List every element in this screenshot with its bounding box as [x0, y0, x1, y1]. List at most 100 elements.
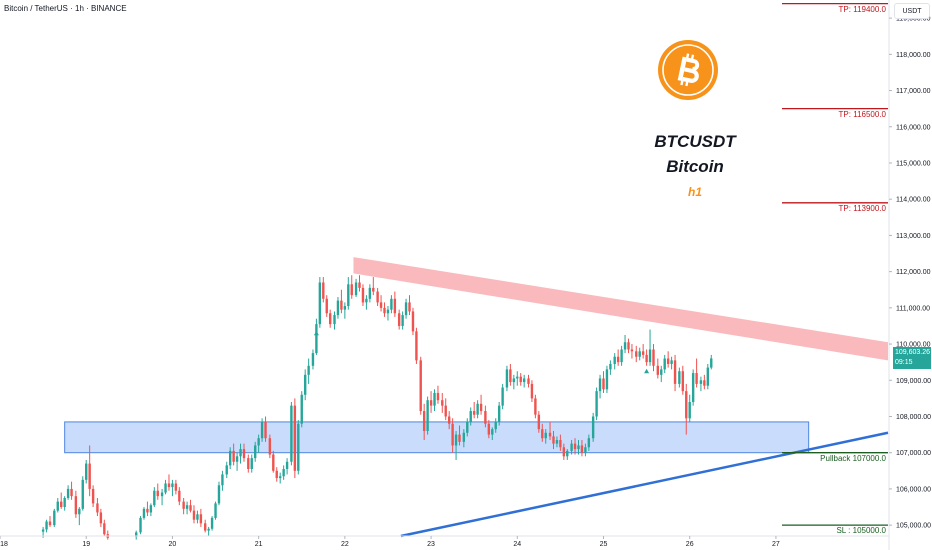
candle-body [185, 505, 189, 509]
candle-body [41, 529, 45, 532]
price-tick-label: 107,000.00 [896, 450, 931, 457]
candle-body [322, 282, 325, 299]
symbol-title[interactable]: Bitcoin / TetherUS · 1h · BINANCE [4, 4, 127, 13]
resistance-channel-layer [353, 257, 889, 361]
candle-body [228, 450, 232, 466]
candle-body [544, 432, 547, 439]
candle-body [242, 449, 246, 459]
support-trendline-layer [400, 431, 889, 538]
time-tick-label: 27 [772, 541, 780, 548]
candle-body [408, 302, 411, 312]
time-tick-label: 22 [341, 541, 349, 548]
candle-body [293, 405, 297, 471]
candle-body [555, 440, 559, 444]
candle-body [45, 521, 48, 530]
candle-body [307, 365, 310, 375]
candle-body [232, 450, 235, 462]
candle-body [350, 284, 353, 296]
candle-body [146, 508, 149, 513]
candle-body [171, 483, 174, 488]
currency-button[interactable]: USDT [894, 3, 930, 19]
level-label-pullback: Pullback 107000.0 [820, 453, 886, 463]
candle-body [85, 463, 88, 480]
candle-body [221, 474, 224, 486]
candle-body [56, 501, 59, 511]
candle-body [429, 400, 433, 406]
candle-body [670, 360, 673, 364]
candle-body [591, 416, 595, 439]
candle-body [139, 517, 142, 533]
candle-body [673, 360, 677, 384]
candle-body [199, 514, 203, 524]
candle-body [203, 523, 207, 531]
signal-marker-icon [644, 368, 650, 374]
candle-body [393, 298, 397, 314]
candle-body [706, 367, 710, 386]
candle-body [613, 356, 616, 364]
candle-body [699, 380, 703, 384]
time-tick-label: 20 [169, 541, 177, 548]
time-axis[interactable]: 18 19 20 21 22 23 24 25 26 27 [0, 535, 889, 548]
candle-body [99, 512, 103, 524]
candle-body [142, 508, 146, 518]
logo-b-stem [677, 56, 688, 82]
price-axis[interactable]: 105,000.00 106,000.00 107,000.00 108,000.00… [888, 0, 931, 550]
candle-body [573, 443, 577, 450]
candle-body [552, 436, 555, 444]
candle-body [695, 373, 698, 384]
candle-body [103, 523, 106, 535]
candle-body [469, 411, 472, 422]
candle-body [447, 416, 451, 424]
candle-body [627, 342, 630, 350]
candle-body [404, 302, 408, 316]
candle-body [178, 490, 181, 502]
candle-body [60, 501, 63, 508]
candle-body [623, 342, 627, 350]
candle-body [311, 353, 315, 366]
candle-body [386, 309, 390, 314]
candle-body [328, 313, 332, 325]
candle-body [666, 358, 670, 364]
candle-body [411, 311, 415, 332]
candle-body [462, 432, 466, 442]
candle-body [275, 470, 278, 479]
candle-body [505, 369, 509, 388]
candle-body [217, 485, 221, 504]
candle-body [365, 298, 368, 303]
candle-body [433, 392, 436, 406]
candle-body [174, 483, 178, 491]
candle-body [164, 483, 167, 493]
candle-body [648, 349, 652, 363]
candle-body [494, 421, 497, 430]
candle-body [318, 282, 322, 325]
candle-body [70, 488, 73, 497]
candle-body [444, 405, 447, 417]
candle-body [347, 284, 350, 307]
price-tick-label: 110,000.00 [896, 342, 931, 349]
level-label-sl: SL : 105000.0 [836, 526, 886, 536]
candle-body [372, 287, 375, 292]
support-trendline [400, 431, 889, 538]
level-label-tp3: TP: 119400.0 [838, 4, 886, 14]
candle-body [325, 298, 328, 314]
candle-body [454, 434, 458, 446]
candle-body [358, 282, 361, 288]
candle-body [630, 349, 634, 352]
candle-body [501, 387, 504, 406]
candle-body [595, 391, 598, 417]
time-tick-label: 21 [255, 541, 263, 548]
price-tick-label: 117,000.00 [896, 88, 931, 95]
candle-body [688, 402, 691, 419]
price-tick-label: 105,000.00 [896, 523, 931, 530]
candle-body [419, 360, 422, 412]
candle-body [196, 514, 199, 520]
candle-body [297, 423, 300, 471]
logo-b-lower-bowl [690, 69, 699, 83]
price-tick-label: 109,000.00 [896, 378, 931, 385]
price-tick-label: 118,000.00 [896, 52, 931, 59]
candle-body [253, 445, 257, 459]
price-tick-label: 116,000.00 [896, 124, 931, 131]
candle-body [491, 429, 494, 435]
